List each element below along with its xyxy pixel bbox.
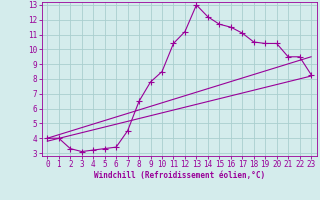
X-axis label: Windchill (Refroidissement éolien,°C): Windchill (Refroidissement éolien,°C) — [94, 171, 265, 180]
